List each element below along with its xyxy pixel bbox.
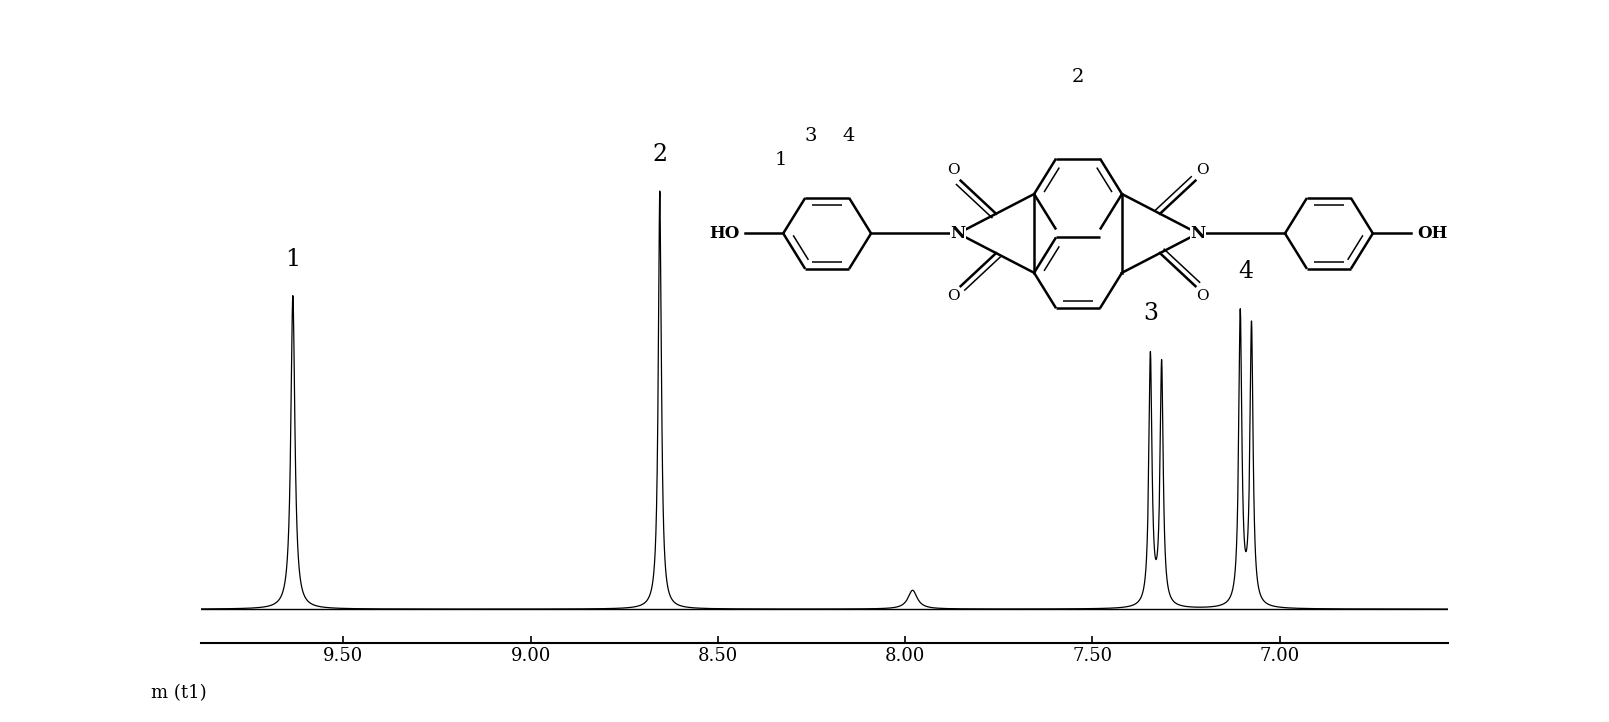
Text: N: N bbox=[1191, 225, 1205, 242]
Text: 3: 3 bbox=[804, 127, 816, 145]
Text: 4: 4 bbox=[842, 127, 854, 145]
Text: 1: 1 bbox=[774, 151, 787, 169]
X-axis label: m (t1): m (t1) bbox=[151, 684, 206, 703]
Text: O: O bbox=[948, 290, 961, 303]
Text: 2: 2 bbox=[652, 143, 668, 166]
Text: 2: 2 bbox=[1072, 68, 1084, 86]
Text: 4: 4 bbox=[1239, 260, 1253, 283]
Text: O: O bbox=[948, 163, 961, 178]
Text: O: O bbox=[1195, 163, 1208, 178]
Text: 3: 3 bbox=[1142, 302, 1158, 325]
Text: N: N bbox=[951, 225, 965, 242]
Text: HO: HO bbox=[710, 225, 739, 242]
Text: 1: 1 bbox=[285, 248, 301, 271]
Text: OH: OH bbox=[1418, 225, 1446, 242]
Text: O: O bbox=[1195, 290, 1208, 303]
